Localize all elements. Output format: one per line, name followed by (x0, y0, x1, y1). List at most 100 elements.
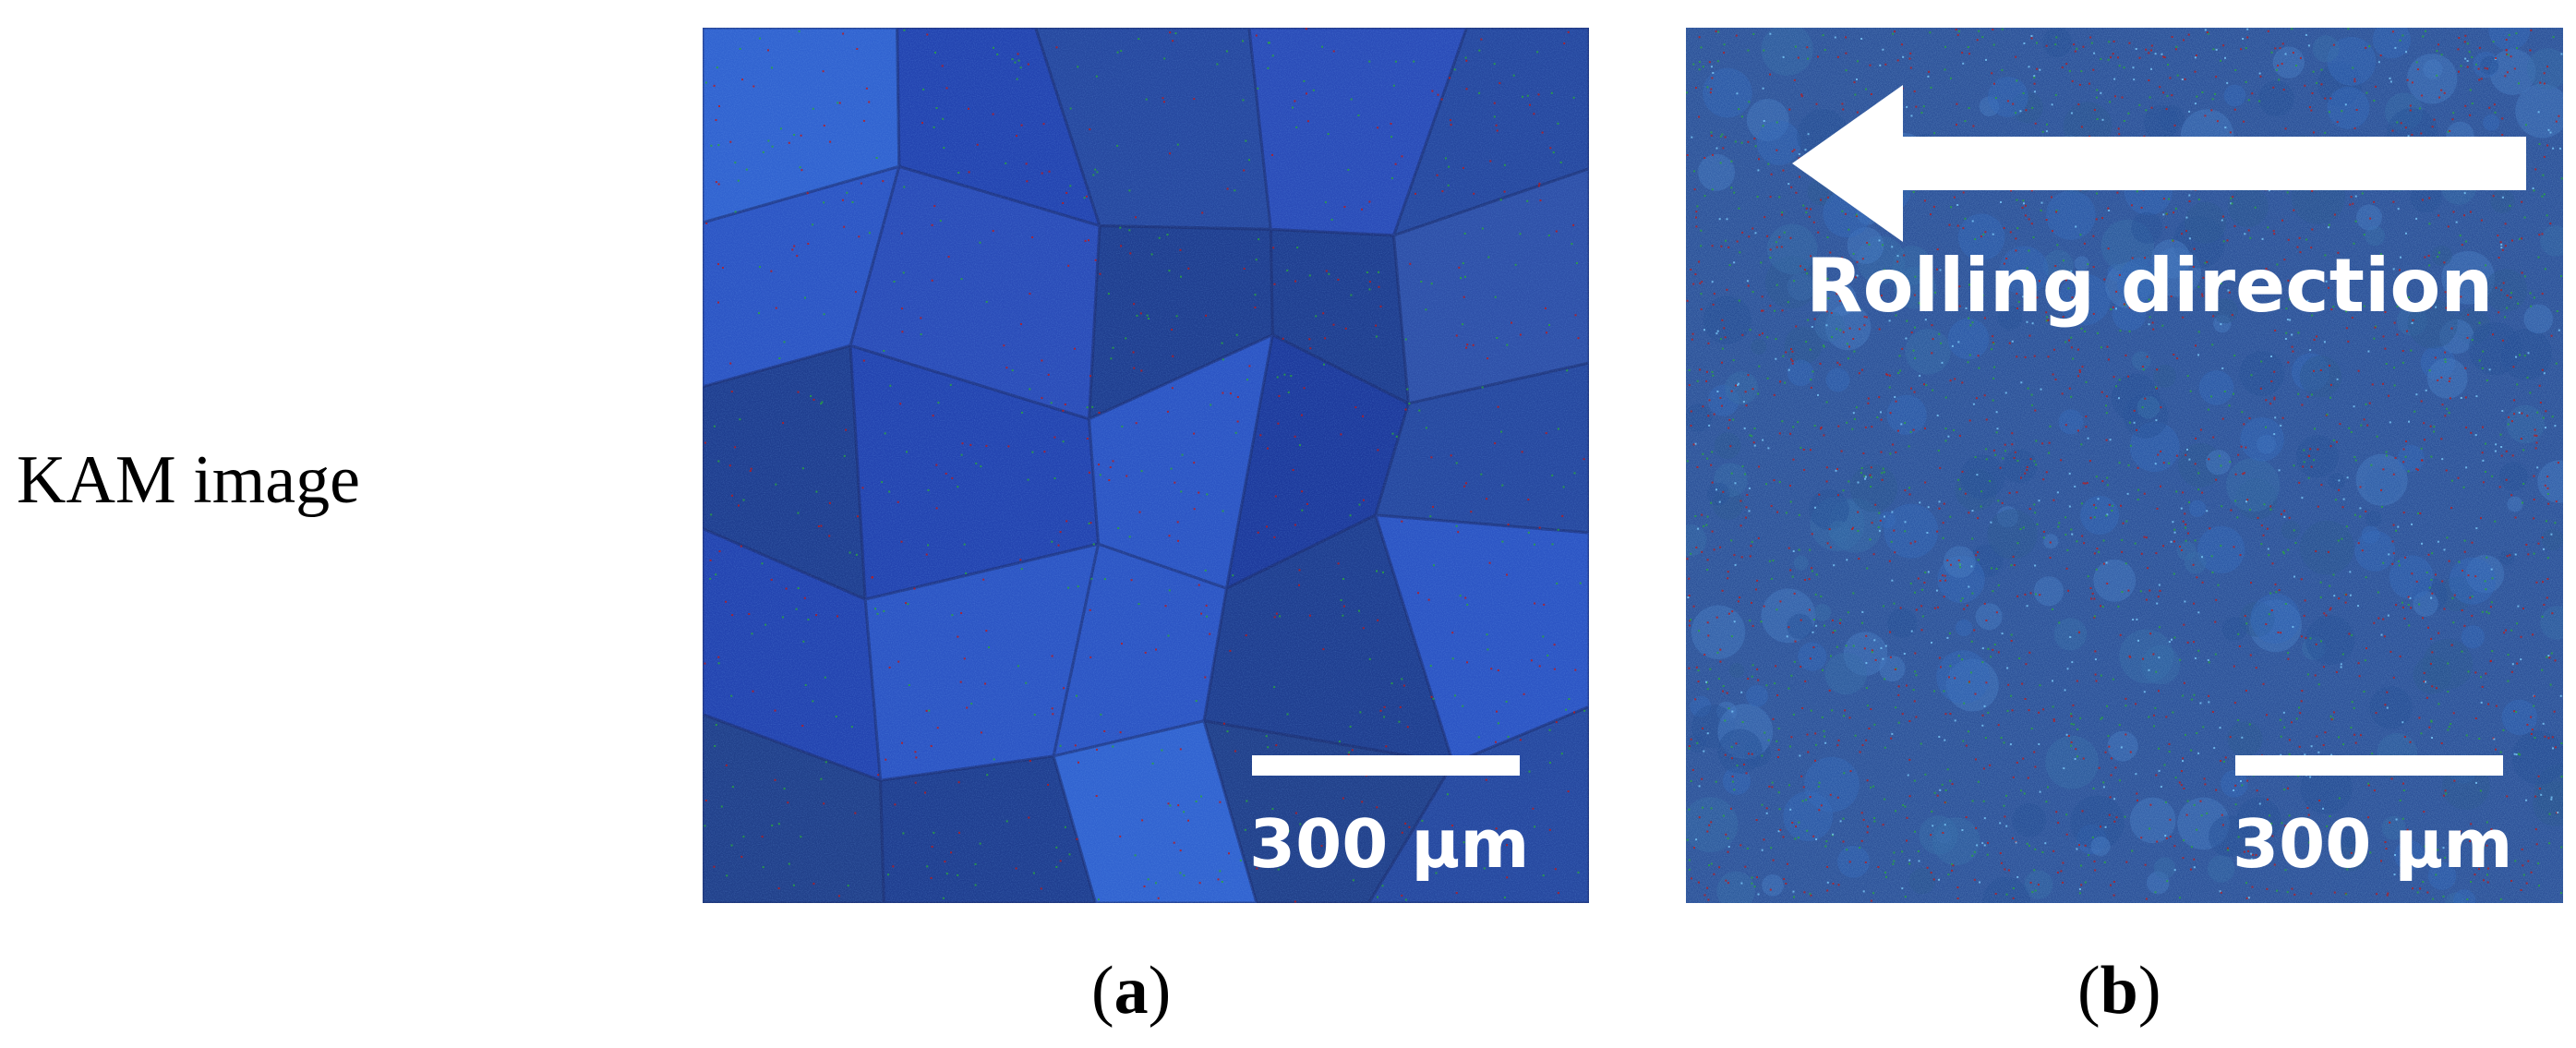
kam-speck (1920, 270, 1923, 272)
kam-speck (1696, 741, 1699, 744)
kam-speck (2055, 210, 2058, 211)
kam-speck (1975, 554, 1978, 557)
kam-speck (942, 117, 945, 120)
kam-speck (1705, 379, 1708, 382)
kam-speck (1805, 799, 1808, 801)
kam-speck (2299, 56, 2302, 59)
kam-speck (2181, 233, 2184, 235)
kam-speck (1715, 780, 1717, 783)
kam-speck (2276, 889, 2279, 892)
kam-speck (1450, 119, 1451, 122)
kam-speck (2524, 124, 2527, 126)
kam-speck (2416, 891, 2419, 894)
kam-speck (1739, 500, 1742, 502)
kam-speck (2402, 461, 2405, 464)
kam-speck (837, 102, 839, 104)
kam-speck (934, 52, 936, 54)
kam-speck (1865, 687, 1868, 690)
kam-speck (717, 263, 719, 266)
kam-speck (2353, 456, 2356, 458)
kam-speck (807, 619, 810, 620)
kam-speck (1784, 381, 1787, 384)
kam-speck (1804, 680, 1807, 682)
kam-speck (1930, 86, 1932, 89)
kam-speck (1016, 78, 1018, 80)
kam-speck (1951, 783, 1954, 786)
kam-speck (2504, 75, 2507, 78)
kam-speck (2449, 377, 2451, 379)
kam-speck (2359, 273, 2362, 276)
kam-speck (2308, 841, 2311, 844)
kam-speck (1806, 46, 1809, 49)
kam-speck (2197, 285, 2200, 288)
kam-speck (1973, 878, 1976, 881)
kam-speck (2453, 594, 2456, 596)
kam-speck (2335, 837, 2337, 840)
kam-speck (1907, 774, 1909, 777)
kam-speck (820, 524, 823, 527)
kam-speck (1287, 830, 1290, 833)
kam-speck (2550, 533, 2553, 536)
kam-speck (2030, 223, 2033, 225)
kam-speck (2284, 825, 2287, 827)
kam-speck (762, 151, 764, 153)
kam-speck (1193, 462, 1196, 464)
kam-speck (1804, 149, 1807, 151)
kam-speck (2174, 48, 2177, 51)
kam-speck (1921, 615, 1924, 618)
kam-speck (752, 690, 754, 693)
kam-speck (2194, 463, 2197, 465)
kam-speck (1863, 475, 1866, 477)
kam-speck (2125, 861, 2128, 863)
kam-speck (1842, 489, 1845, 492)
kam-speck (2346, 868, 2349, 871)
kam-speck (1175, 315, 1178, 318)
kam-speck (2038, 280, 2040, 283)
kam-speck (2128, 307, 2131, 309)
kam-speck (2519, 354, 2521, 356)
kam-speck (2175, 490, 2178, 493)
kam-speck (937, 402, 940, 404)
kam-speck (1691, 136, 1693, 139)
kam-speck (2491, 650, 2494, 653)
kam-speck (1768, 560, 1771, 562)
kam-speck (2045, 471, 2048, 474)
kam-speck (2161, 324, 2164, 327)
kam-speck (2513, 67, 2516, 70)
kam-speck (1089, 608, 1091, 611)
kam-speck (2109, 439, 2112, 441)
kam-speck (2214, 653, 2217, 656)
kam-speck (1891, 732, 1894, 735)
kam-speck (1376, 806, 1378, 809)
kam-speck (1727, 246, 1730, 248)
kam-speck (2049, 541, 2052, 544)
kam-speck (2442, 847, 2445, 849)
kam-speck (2425, 681, 2426, 683)
kam-speck (1895, 314, 1897, 317)
kam-speck (1765, 684, 1768, 687)
kam-speck (2106, 705, 2108, 707)
kam-speck (1839, 820, 1842, 823)
kam-speck (1826, 889, 1829, 892)
kam-speck (1881, 295, 1883, 297)
kam-speck (2437, 256, 2439, 259)
kam-speck (2185, 216, 2188, 219)
kam-speck (761, 562, 764, 565)
kam-speck (1857, 511, 1860, 513)
kam-speck (1775, 338, 1777, 341)
kam-speck (2486, 873, 2488, 876)
kam-speck (1308, 274, 1311, 277)
kam-speck (1987, 841, 1989, 844)
kam-speck (2113, 798, 2116, 801)
kam-speck (1797, 421, 1800, 424)
kam-speck (2162, 198, 2165, 200)
kam-speck (2285, 307, 2288, 310)
kam-speck (781, 616, 784, 619)
kam-speck (2004, 391, 2007, 394)
kam-speck (1990, 521, 1992, 524)
kam-speck (1977, 559, 1980, 561)
kam-speck (2345, 893, 2348, 896)
kam-speck (2373, 621, 2376, 624)
kam-speck (2554, 425, 2557, 428)
kam-speck (2168, 641, 2171, 644)
